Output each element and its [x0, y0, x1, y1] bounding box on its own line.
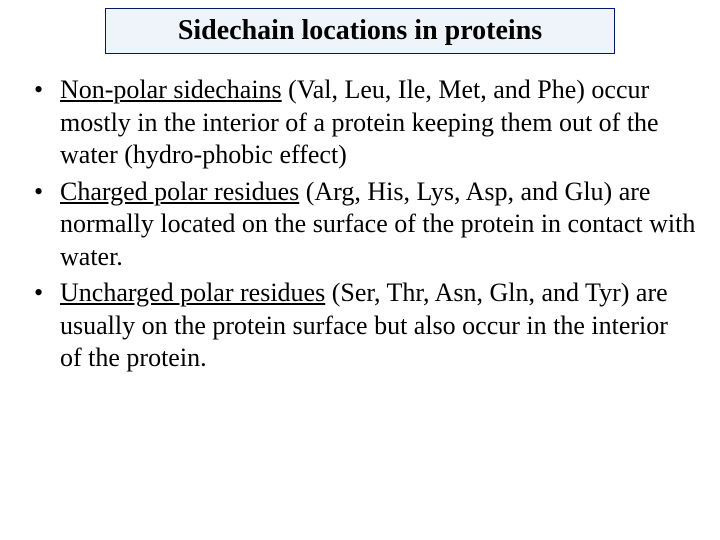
bullet-lead: Charged polar residues — [60, 177, 299, 206]
bullet-list: Non-polar sidechains (Val, Leu, Ile, Met… — [24, 74, 696, 375]
list-item: Charged polar residues (Arg, His, Lys, A… — [32, 176, 696, 274]
title-box: Sidechain locations in proteins — [105, 8, 615, 54]
slide: Sidechain locations in proteins Non-pola… — [0, 0, 720, 540]
list-item: Uncharged polar residues (Ser, Thr, Asn,… — [32, 277, 696, 375]
bullet-lead: Non-polar sidechains — [60, 75, 282, 104]
bullet-lead: Uncharged polar residues — [60, 278, 325, 307]
slide-title: Sidechain locations in proteins — [178, 15, 542, 46]
list-item: Non-polar sidechains (Val, Leu, Ile, Met… — [32, 74, 696, 172]
